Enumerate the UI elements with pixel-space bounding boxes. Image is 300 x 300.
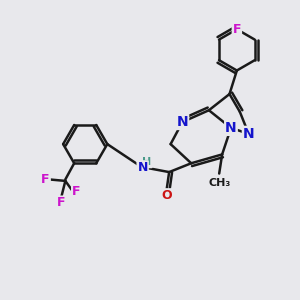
Text: F: F (232, 23, 241, 36)
Text: N: N (137, 161, 148, 174)
Text: N: N (177, 115, 188, 129)
Text: F: F (57, 196, 65, 209)
Text: H: H (142, 158, 152, 167)
Text: CH₃: CH₃ (208, 178, 230, 188)
Text: O: O (161, 189, 172, 202)
Text: N: N (243, 127, 254, 141)
Text: F: F (72, 185, 80, 198)
Text: N: N (225, 121, 237, 135)
Text: F: F (41, 173, 50, 186)
